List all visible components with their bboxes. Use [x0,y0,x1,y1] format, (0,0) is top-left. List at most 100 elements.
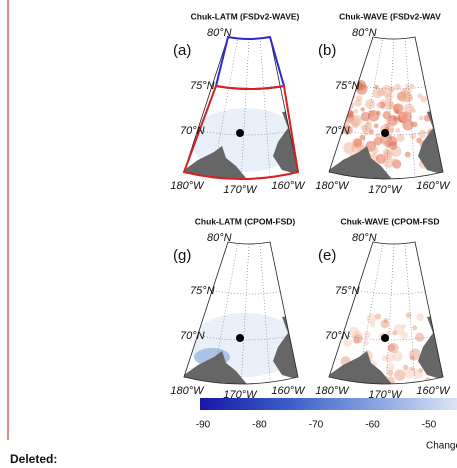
change-shading [431,107,440,115]
graticule [215,290,285,295]
panel-title: Chuk-LATM (FSDv2-WAVE) [191,11,300,21]
change-shading [370,146,379,155]
change-shading [376,102,383,109]
change-shading [396,133,405,142]
change-shading [342,125,353,135]
change-shading [356,95,363,102]
latitude-label: 70°N [180,125,205,137]
panel-letter: (e) [318,247,336,264]
change-shading [353,330,363,341]
change-shading [375,133,381,138]
longitude-label: 170°W [223,389,258,401]
change-shading [394,369,406,381]
change-shading [399,111,411,123]
colorbar [200,398,457,410]
panel-letter: (b) [318,42,336,59]
colorbar-tick: -80 [252,420,267,431]
longitude-label: 180°W [170,180,205,192]
longitude-label: 160°W [416,385,451,397]
change-shading [405,312,412,319]
colorbar-tick: -50 [422,420,437,431]
map-panel: Chuk-LATM (FSDv2-WAVE) (a) 80°N 75°N 70°N 180… [170,11,306,196]
change-shading [366,120,372,126]
site-marker [381,334,389,342]
change-shading [342,92,353,103]
change-shading [380,319,390,329]
change-shading [348,326,360,338]
change-shading [383,150,392,158]
change-shading [409,348,421,361]
latitude-label: 75°N [190,80,215,92]
change-shading [385,353,395,363]
change-shading [418,368,424,373]
latitude-label: 70°N [325,125,350,137]
land [329,146,391,179]
graticule [404,242,416,382]
change-shading [404,388,409,393]
change-shading [401,324,406,329]
change-shading [343,102,349,108]
region-box [182,84,300,180]
change-shading [399,91,411,103]
change-shading [403,103,415,114]
change-shading [400,331,408,340]
deleted-label: Deleted: [10,452,57,466]
change-shading [384,99,395,111]
change-shading [366,313,377,324]
change-shading [385,93,393,102]
colorbar-label: Change [426,441,457,452]
longitude-label: 170°W [223,184,258,196]
graticule [345,130,437,136]
change-shading [373,123,379,129]
change-shading [402,364,409,371]
change-shading [343,142,356,154]
change-shading [393,103,404,114]
latitude-label: 80°N [207,232,232,244]
change-shading [374,84,379,90]
latitude-label: 75°N [335,80,360,92]
change-shading [409,355,415,361]
change-shading [392,351,403,362]
change-shading [388,141,398,151]
site-marker [381,129,389,137]
change-shading [395,127,401,133]
change-shading [381,355,388,362]
latitude-label: 75°N [335,285,360,297]
colorbar-tick: -70 [309,420,324,431]
colorbar-tick: -60 [365,420,380,431]
map-outline [328,36,444,180]
latitude-label: 75°N [190,285,215,297]
change-shading [434,124,439,129]
graticule [259,37,271,177]
latitude-label: 80°N [352,232,377,244]
longitude-label: 180°W [170,385,205,397]
longitude-label: 170°W [368,389,403,401]
change-shading [387,369,394,377]
change-shading [403,367,416,379]
change-shading [435,326,441,332]
change-shading [420,95,428,103]
change-shading [375,313,382,320]
longitude-label: 160°W [271,385,306,397]
panel-title: Chuk-LATM (CPOM-FSD) [195,216,296,226]
change-shading [404,151,411,158]
change-shading [359,134,366,141]
change-shading [412,325,418,331]
latitude-label: 70°N [325,330,350,342]
graticule [404,37,416,177]
graticule [200,335,292,341]
graticule [259,242,271,382]
latitude-label: 80°N [352,27,377,39]
change-shading [405,83,410,88]
change-shading [370,322,376,328]
change-shading [392,158,398,163]
change-shading [418,115,424,121]
land [329,351,391,384]
latitude-label: 80°N [207,27,232,39]
graticule [360,290,430,295]
change-shading [343,338,352,347]
land [184,351,246,384]
site-marker [236,334,244,342]
